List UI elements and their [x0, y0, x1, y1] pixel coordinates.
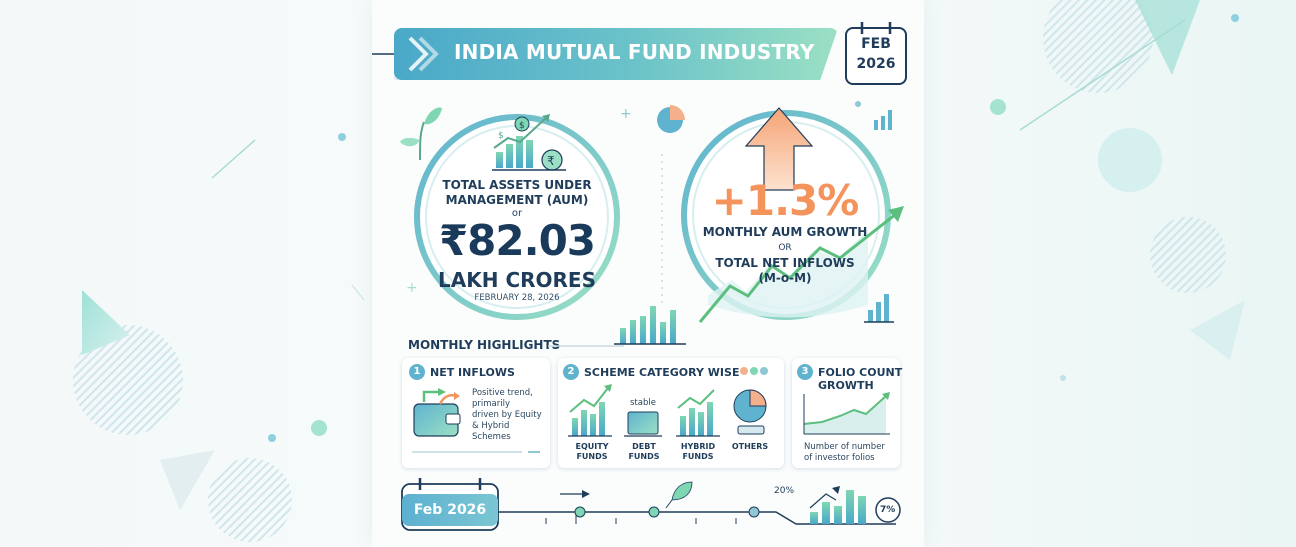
aum-or: or	[511, 208, 523, 219]
calendar-icon	[845, 22, 907, 85]
svg-text:₹: ₹	[547, 154, 555, 168]
category-others: OTHERS	[726, 442, 774, 452]
striped-circle-decoration	[73, 325, 183, 435]
banner-connector	[372, 53, 396, 55]
category-line: FUNDS	[682, 452, 714, 461]
striped-circle-decoration	[1043, 0, 1153, 93]
trend-line-icon	[698, 206, 904, 323]
calendar-month: FEB	[861, 36, 891, 52]
dot-decoration	[1231, 14, 1239, 22]
timeline-date: Feb 2026	[413, 502, 487, 518]
leaf-icon	[400, 107, 442, 161]
aum-unit: LAKH CRORES	[438, 268, 596, 292]
timeline-date-pill	[402, 494, 498, 526]
scheme-category-title: SCHEME CATEGORY WISE	[584, 366, 740, 379]
line-decoration	[211, 139, 256, 179]
panel-progress-line	[412, 451, 540, 453]
aum-value: ₹82.03	[438, 216, 596, 265]
net-inflows-number: 1	[409, 364, 425, 380]
dot-decoration	[268, 434, 276, 442]
dot-decoration	[311, 420, 327, 436]
category-line: DEBT	[632, 442, 656, 451]
category-debt: DEBT FUNDS	[620, 442, 668, 462]
folio-title: FOLIO COUNT GROWTH	[818, 366, 902, 392]
growth-sub-line1: TOTAL NET INFLOWS	[715, 256, 855, 270]
growth-circle	[681, 110, 891, 320]
aum-label-line1: TOTAL ASSETS UNDER	[442, 178, 592, 192]
svg-text:$: $	[519, 121, 525, 131]
header-banner	[394, 28, 838, 80]
svg-text:+: +	[620, 106, 632, 122]
folio-desc-line1: Number of number	[804, 442, 885, 452]
equity-growth-icon	[568, 384, 612, 437]
mini-bar-chart-icon	[864, 294, 894, 323]
center-decoration: +	[614, 105, 686, 345]
category-line: FUNDS	[576, 452, 608, 461]
up-arrow-icon	[744, 107, 814, 191]
net-inflows-desc: Positive trend, primarily driven by Equi…	[472, 388, 548, 443]
folio-title-line1: FOLIO COUNT	[818, 366, 903, 379]
mini-bar-chart-icon	[855, 101, 892, 130]
hybrid-growth-icon	[676, 389, 720, 437]
category-hybrid: HYBRID FUNDS	[674, 442, 722, 462]
line-decoration	[351, 284, 365, 301]
highlights-title: MONTHLY HIGHLIGHTS	[408, 338, 561, 352]
aum-date: FEBRUARY 28, 2026	[474, 293, 560, 303]
line-decoration	[1019, 19, 1186, 131]
growth-sub-line2: (M-o-M)	[758, 271, 812, 285]
wallet-icon	[413, 388, 461, 437]
aum-label-line2: MANAGEMENT (AUM)	[445, 193, 589, 207]
net-inflows-desc-line: Positive trend,	[472, 388, 533, 398]
scheme-category-number: 2	[563, 364, 579, 380]
section-underline	[548, 345, 624, 347]
net-inflows-title: NET INFLOWS	[430, 366, 515, 379]
net-inflows-desc-line: driven by Equity	[472, 410, 542, 420]
chevron-right-icon	[408, 36, 439, 72]
folio-title-line2: GROWTH	[818, 379, 874, 392]
growth-or: OR	[778, 243, 792, 253]
net-inflows-desc-line: Schemes	[472, 432, 511, 442]
triangle-decoration	[1190, 300, 1245, 360]
dot-decoration	[338, 133, 346, 141]
growth-value: +1.3%	[711, 176, 860, 225]
debt-stable-label: stable	[630, 398, 656, 408]
calendar-year: 2026	[856, 56, 896, 72]
dot-decoration	[990, 99, 1006, 115]
aum-label: TOTAL ASSETS UNDER MANAGEMENT (AUM)	[430, 178, 604, 208]
circle-decoration	[1098, 128, 1162, 192]
svg-text:$: $	[498, 131, 504, 141]
dots-icon	[740, 367, 768, 375]
net-inflows-desc-line: primarily	[472, 399, 510, 409]
striped-circle-decoration	[1150, 217, 1226, 293]
category-equity: EQUITY FUNDS	[568, 442, 616, 462]
sparkle-icon: +	[406, 280, 418, 296]
triangle-decoration	[160, 450, 215, 510]
category-line: HYBRID	[680, 442, 716, 451]
aum-circle	[414, 114, 620, 320]
triangle-decoration	[1135, 0, 1200, 75]
folio-number: 3	[797, 364, 813, 380]
striped-circle-decoration	[208, 458, 292, 542]
svg-text:+: +	[406, 280, 418, 296]
growth-label: MONTHLY AUM GROWTH	[702, 225, 868, 239]
money-growth-icon: $ ₹ $	[492, 114, 566, 171]
page-title: INDIA MUTUAL FUND INDUSTRY	[454, 40, 815, 64]
folio-desc: Number of number of investor folios	[804, 442, 898, 464]
category-line: OTHERS	[731, 442, 769, 451]
dot-decoration	[1060, 375, 1066, 381]
triangle-decoration	[82, 290, 130, 355]
net-inflows-desc-line: & Hybrid	[472, 421, 510, 431]
folio-growth-chart-icon	[803, 392, 890, 435]
folio-desc-line2: of investor folios	[804, 453, 875, 463]
debt-stable-icon	[624, 411, 662, 437]
category-line: EQUITY	[575, 442, 609, 451]
timeline-percent-b: 7%	[880, 505, 896, 515]
others-pie-icon	[733, 389, 767, 435]
category-line: FUNDS	[628, 452, 660, 461]
timeline-percent-a: 20%	[774, 486, 795, 496]
